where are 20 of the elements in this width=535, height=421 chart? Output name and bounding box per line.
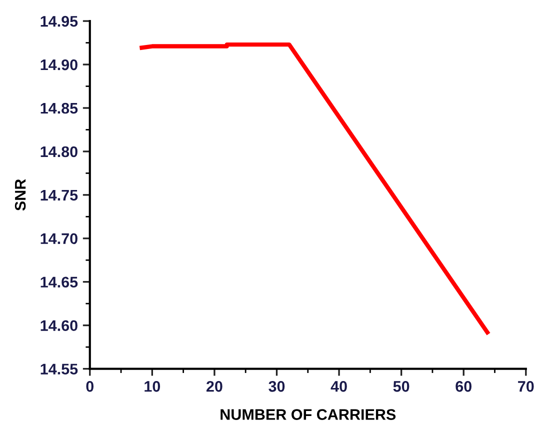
y-tick-label: 14.95 <box>40 16 78 27</box>
x-tick-label: 20 <box>206 381 222 392</box>
x-tick-label: 30 <box>268 381 285 392</box>
y-tick-label: 14.75 <box>40 190 78 201</box>
x-tick-label: 50 <box>393 381 410 392</box>
x-tick-label: 70 <box>518 381 534 392</box>
y-tick-label: 14.80 <box>40 146 78 158</box>
y-tick-label: 14.55 <box>40 364 78 374</box>
x-tick-label: 40 <box>330 381 347 392</box>
x-tick-label: 0 <box>86 381 94 392</box>
y-tick-label: 14.60 <box>40 320 78 332</box>
y-tick-label: 14.70 <box>40 233 78 244</box>
y-tick-label: 14.85 <box>40 102 78 114</box>
y-tick-label: 14.65 <box>40 276 78 288</box>
x-tick-label: 60 <box>456 381 472 392</box>
x-tick-label: 10 <box>144 381 160 392</box>
line-series <box>138 42 491 336</box>
y-tick-label: 14.90 <box>40 59 78 70</box>
y-axis-title: SNR <box>14 179 26 211</box>
x-axis-title: NUMBER OF CARRIERS <box>220 409 396 420</box>
